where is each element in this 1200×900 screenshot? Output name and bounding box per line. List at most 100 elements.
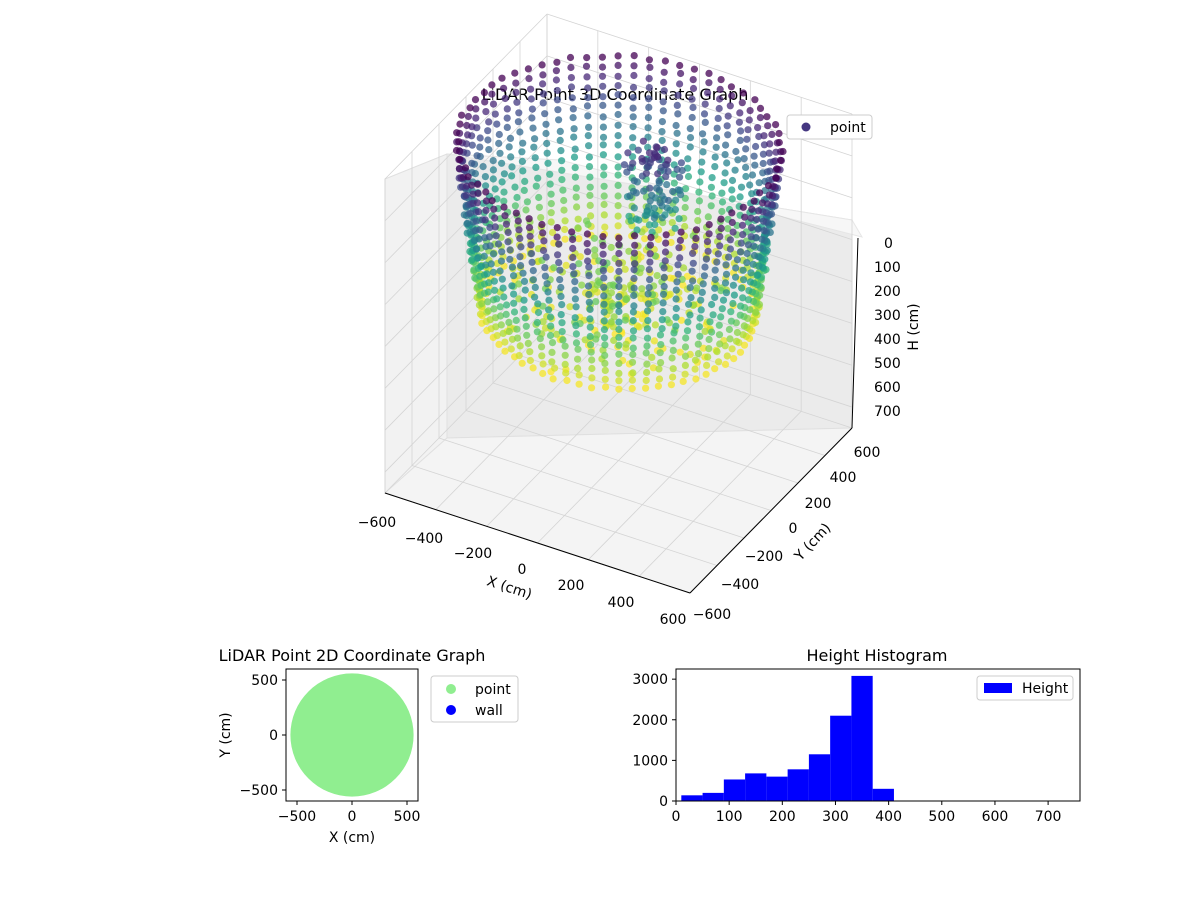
lidar-point [472, 217, 480, 225]
lidar-point [677, 159, 686, 167]
z-tick-label: 100 [874, 260, 901, 276]
lidar-point [696, 332, 704, 340]
lidar-point [510, 308, 519, 316]
x-tick-label: −500 [278, 809, 316, 825]
lidar-point [741, 213, 749, 221]
lidar-point [574, 364, 582, 372]
lidar-point [730, 250, 739, 258]
lidar-point [541, 264, 549, 272]
lidar-point [740, 276, 748, 284]
lidar-point [570, 270, 578, 278]
lidar-point [487, 260, 495, 268]
lidar-point [661, 257, 669, 265]
lidar-point [668, 354, 676, 362]
lidar-point [723, 352, 731, 360]
lidar-point [586, 305, 594, 313]
lidar-point [567, 63, 575, 72]
lidar-point [729, 299, 737, 308]
lidar-point [752, 142, 760, 151]
lidar-point [708, 300, 716, 309]
lidar-point [686, 311, 694, 319]
lidar-point [479, 163, 487, 171]
lidar-point [614, 202, 622, 210]
lidar-point [503, 123, 511, 131]
lidar-point [625, 247, 633, 255]
legend-2d: point wall [430, 675, 519, 723]
lidar-point [529, 276, 538, 284]
lidar-point [519, 139, 527, 147]
lidar-point [633, 226, 641, 234]
histogram-bar [787, 769, 809, 801]
lidar-point [655, 177, 663, 185]
lidar-point [677, 316, 686, 324]
lidar-point [639, 137, 648, 145]
lidar-point [716, 340, 724, 348]
lidar-point [534, 174, 542, 182]
lidar-point [721, 360, 730, 368]
lidar-point [475, 235, 483, 243]
lidar-point [492, 323, 500, 331]
lidar-point [688, 95, 696, 103]
lidar-point [733, 328, 742, 337]
lidar-point [684, 164, 692, 172]
lidar-point [550, 264, 558, 272]
lidar-point [728, 345, 736, 353]
lidar-point [495, 139, 503, 147]
lidar-point [676, 236, 685, 244]
lidar-point [532, 163, 540, 171]
lidar-point [657, 341, 665, 349]
lidar-point [543, 149, 551, 157]
lidar-point [514, 217, 522, 225]
point-cloud [452, 52, 787, 393]
lidar-point [502, 310, 510, 318]
lidar-point [601, 366, 609, 374]
lidar-point [574, 224, 582, 232]
lidar-point [638, 154, 646, 163]
lidar-point [615, 259, 623, 267]
lidar-point [726, 102, 734, 110]
lidar-point [549, 375, 557, 383]
lidar-point [655, 226, 663, 234]
lidar-point [600, 163, 608, 171]
lidar-point [746, 107, 754, 115]
lidar-point [569, 105, 577, 113]
lidar-point [689, 84, 698, 93]
lidar-point [575, 260, 583, 268]
lidar-point [646, 250, 654, 258]
lidar-point [711, 284, 719, 292]
lidar-point [562, 369, 570, 377]
lidar-point [676, 80, 684, 88]
lidar-point [583, 240, 591, 248]
lidar-point [600, 308, 608, 316]
histogram-bar [851, 675, 873, 801]
lidar-point [488, 197, 496, 205]
lidar-point [598, 63, 607, 71]
lidar-point [740, 322, 748, 330]
lidar-point [704, 89, 712, 97]
lidar-point [614, 61, 622, 69]
lidar-point [614, 82, 622, 90]
y-tick-label: 0 [269, 728, 278, 744]
lidar-point [502, 220, 510, 228]
lidar-point [599, 113, 607, 121]
lidar-point [574, 345, 582, 353]
lidar-point [538, 220, 546, 229]
lidar-point [732, 337, 741, 345]
lidar-point [484, 127, 492, 135]
lidar-point [711, 266, 719, 274]
lidar-point [525, 224, 534, 232]
lidar-point [737, 183, 746, 191]
lidar-point [523, 331, 531, 339]
lidar-point [534, 300, 542, 308]
lidar-point [586, 191, 594, 199]
lidar-point [599, 123, 608, 131]
lidar-point [675, 244, 683, 252]
lidar-point [729, 281, 738, 289]
lidar-point [599, 141, 607, 149]
lidar-point [539, 80, 547, 88]
lidar-point [599, 241, 607, 250]
z-tick-label: 400 [874, 332, 901, 348]
lidar-point [650, 204, 659, 212]
histogram-bar [723, 779, 746, 801]
lidar-point [476, 226, 484, 234]
